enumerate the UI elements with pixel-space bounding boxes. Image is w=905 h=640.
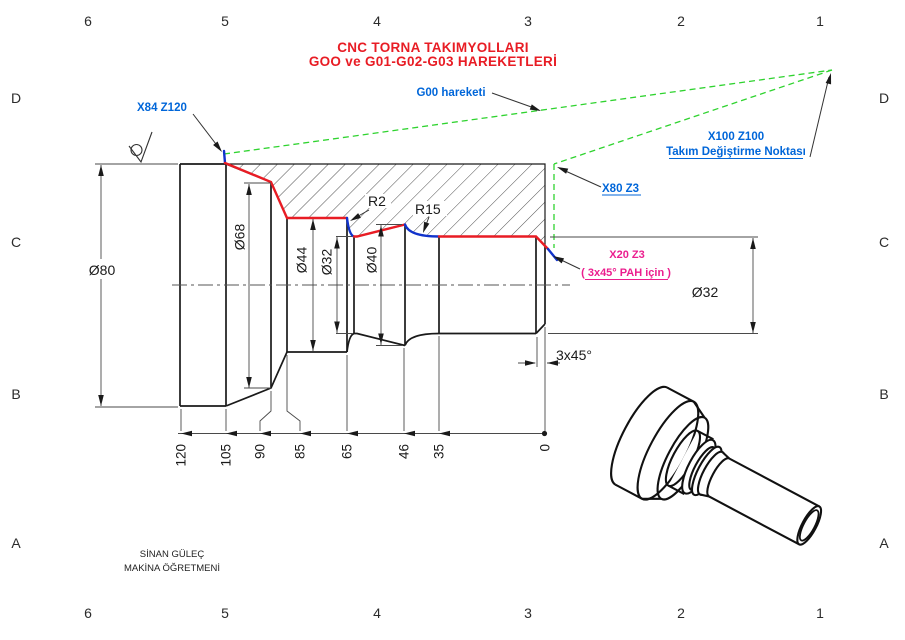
dim-d32-end: Ø32 [692, 284, 719, 300]
leader-arrowheads [213, 73, 832, 264]
zone-row: C [11, 234, 21, 250]
note-labels: X84 Z120 G00 hareketi X100 Z100 Takım De… [137, 87, 806, 280]
dimension-texts: Ø80 Ø68 Ø44 Ø32 Ø40 Ø32 R2 R15 3x45° 120… [84, 193, 718, 467]
label-approach-point: X80 Z3 [602, 183, 639, 195]
dim-text-mask [84, 259, 121, 279]
zone-col: 5 [221, 13, 229, 29]
toolpath-r15-arc [403, 223, 441, 238]
dim-r15: R15 [415, 201, 441, 217]
ordinate-46: 46 [397, 444, 412, 459]
ordinate-origin-marker [541, 430, 548, 437]
ordinate-65: 65 [340, 444, 355, 459]
zone-row: B [879, 386, 888, 402]
zone-row: A [879, 535, 889, 551]
zone-col: 6 [84, 13, 92, 29]
ordinate-35: 35 [432, 444, 447, 459]
zone-labels: 6 5 4 3 2 1 6 5 4 3 2 1 D C B A D C B A [11, 13, 889, 621]
label-chamfer-point: X20 Z3 [609, 249, 644, 261]
toolpath [222, 149, 559, 262]
zone-col: 5 [221, 605, 229, 621]
dim-chamfer: 3x45° [556, 347, 592, 363]
zone-row: A [11, 535, 21, 551]
ordinate-85: 85 [293, 444, 308, 459]
zone-col: 1 [816, 605, 824, 621]
zone-col: 2 [677, 605, 685, 621]
dim-text-mask [365, 194, 391, 208]
dimension-lines [95, 163, 758, 434]
dim-d40: Ø40 [364, 247, 380, 274]
dim-r2: R2 [368, 193, 386, 209]
label-g00-move: G00 hareketi [416, 87, 485, 99]
zone-col: 6 [84, 605, 92, 621]
zone-col: 1 [816, 13, 824, 29]
dim-text-mask [413, 201, 447, 216]
ordinate-0: 0 [538, 444, 553, 452]
toolpath-approach [222, 149, 227, 165]
zone-col: 4 [373, 605, 381, 621]
zone-col: 2 [677, 13, 685, 29]
label-tool-change-coords: X100 Z100 [708, 131, 764, 143]
author-title: MAKİNA ÖĞRETMENİ [124, 563, 220, 574]
ordinate-105: 105 [219, 444, 234, 467]
drawing-title: CNC TORNA TAKIMYOLLARI GOO ve G01-G02-G0… [309, 40, 557, 69]
zone-col: 3 [524, 605, 532, 621]
label-tool-change-name: Takım Değiştirme Noktası [666, 146, 806, 158]
dimension-arrows [98, 165, 756, 437]
zone-col: 4 [373, 13, 381, 29]
zone-row: B [11, 386, 20, 402]
ordinate-90: 90 [253, 444, 268, 459]
zone-row: D [11, 90, 21, 106]
g00-rapid-path [223, 69, 833, 248]
title-line2: GOO ve G01-G02-G03 HAREKETLERİ [309, 54, 557, 69]
isometric-part-view [610, 385, 823, 546]
zone-row: D [879, 90, 889, 106]
dim-d32-groove: Ø32 [319, 249, 335, 276]
label-start-point: X84 Z120 [137, 102, 187, 114]
zone-col: 3 [524, 13, 532, 29]
stock-outline [226, 163, 546, 246]
title-line1: CNC TORNA TAKIMYOLLARI [337, 40, 529, 55]
author-block: SİNAN GÜLEÇ MAKİNA ÖĞRETMENİ [124, 549, 220, 574]
dim-d80: Ø80 [89, 262, 116, 278]
surface-finish-icon [128, 131, 153, 164]
author-name: SİNAN GÜLEÇ [140, 549, 205, 560]
toolpath-chamfer-exit [546, 247, 559, 262]
zone-row: C [879, 234, 889, 250]
dim-d68: Ø68 [232, 224, 248, 251]
ordinate-120: 120 [174, 444, 189, 467]
label-chamfer-note: ( 3x45° PAH için ) [581, 267, 671, 279]
dim-d44: Ø44 [294, 247, 310, 274]
